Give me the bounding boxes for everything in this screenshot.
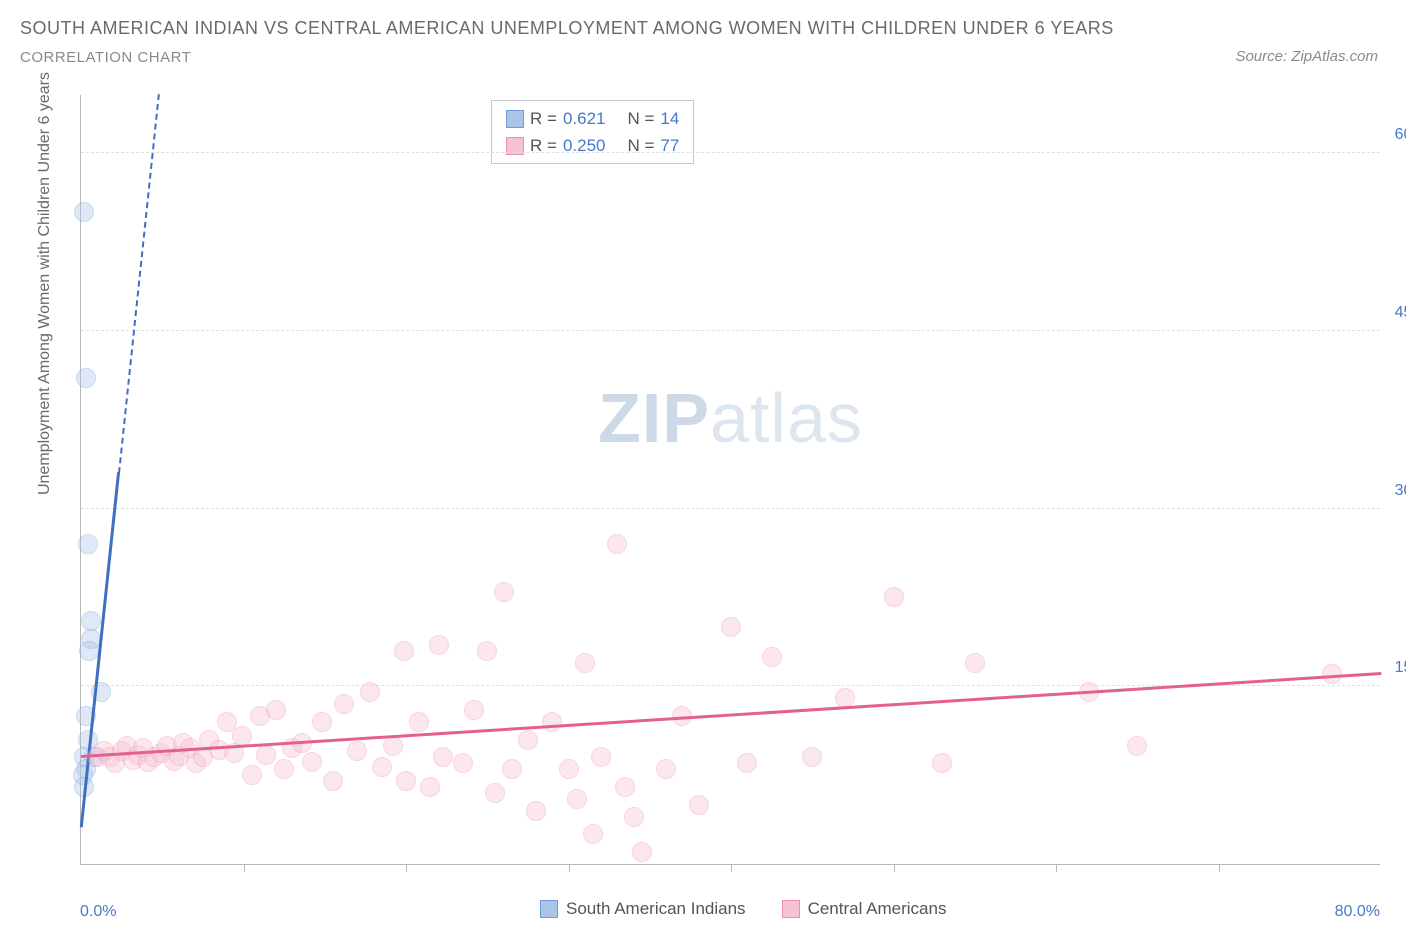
data-point — [409, 712, 429, 732]
n-value: 77 — [660, 132, 679, 159]
data-point — [79, 641, 99, 661]
data-point — [932, 753, 952, 773]
legend-swatch — [540, 900, 558, 918]
data-point — [74, 202, 94, 222]
data-point — [559, 759, 579, 779]
n-label: N = — [627, 105, 654, 132]
legend: South American Indians Central Americans — [540, 899, 946, 919]
data-point — [884, 587, 904, 607]
data-point — [274, 759, 294, 779]
data-point — [347, 741, 367, 761]
chart-container: Unemployment Among Women with Children U… — [50, 95, 1390, 895]
x-axis-min-label: 0.0% — [80, 903, 116, 921]
data-point — [526, 801, 546, 821]
y-tick-label: 60.0% — [1395, 126, 1406, 144]
data-point — [615, 777, 635, 797]
legend-item: Central Americans — [782, 899, 947, 919]
data-point — [762, 647, 782, 667]
data-point — [429, 635, 449, 655]
watermark: ZIPatlas — [598, 378, 863, 458]
data-point — [485, 783, 505, 803]
r-value: 0.250 — [563, 132, 606, 159]
data-point — [721, 617, 741, 637]
data-point — [624, 807, 644, 827]
n-label: N = — [627, 132, 654, 159]
r-label: R = — [530, 105, 557, 132]
gridline — [81, 152, 1380, 153]
data-point — [632, 842, 652, 862]
x-tick — [406, 864, 407, 872]
data-point — [394, 641, 414, 661]
data-point — [607, 534, 627, 554]
series-swatch — [506, 110, 524, 128]
data-point — [453, 753, 473, 773]
data-point — [542, 712, 562, 732]
data-point — [323, 771, 343, 791]
data-point — [689, 795, 709, 815]
x-tick — [244, 864, 245, 872]
stats-row: R = 0.621 N = 14 — [506, 105, 679, 132]
legend-swatch — [782, 900, 800, 918]
data-point — [78, 534, 98, 554]
y-tick-label: 30.0% — [1395, 482, 1406, 500]
data-point — [396, 771, 416, 791]
data-point — [76, 368, 96, 388]
data-point — [302, 752, 322, 772]
chart-subtitle: CORRELATION CHART — [20, 49, 1386, 66]
data-point — [502, 759, 522, 779]
data-point — [360, 682, 380, 702]
source-attribution: Source: ZipAtlas.com — [1235, 48, 1378, 65]
x-axis-max-label: 80.0% — [1335, 903, 1380, 921]
legend-item: South American Indians — [540, 899, 746, 919]
data-point — [477, 641, 497, 661]
data-point — [567, 789, 587, 809]
data-point — [334, 694, 354, 714]
data-point — [242, 765, 262, 785]
data-point — [383, 736, 403, 756]
x-tick — [1219, 864, 1220, 872]
r-label: R = — [530, 132, 557, 159]
trend-line-extension — [118, 94, 160, 473]
gridline — [81, 330, 1380, 331]
y-tick-label: 45.0% — [1395, 304, 1406, 322]
data-point — [656, 759, 676, 779]
data-point — [591, 747, 611, 767]
legend-label: Central Americans — [808, 899, 947, 919]
data-point — [737, 753, 757, 773]
data-point — [256, 745, 276, 765]
data-point — [965, 653, 985, 673]
x-tick — [731, 864, 732, 872]
data-point — [420, 777, 440, 797]
correlation-stats-box: R = 0.621 N = 14 R = 0.250 N = 77 — [491, 100, 694, 164]
data-point — [372, 757, 392, 777]
y-tick-label: 15.0% — [1395, 659, 1406, 677]
data-point — [312, 712, 332, 732]
chart-title: SOUTH AMERICAN INDIAN VS CENTRAL AMERICA… — [20, 18, 1386, 39]
data-point — [583, 824, 603, 844]
data-point — [518, 730, 538, 750]
n-value: 14 — [660, 105, 679, 132]
stats-row: R = 0.250 N = 77 — [506, 132, 679, 159]
r-value: 0.621 — [563, 105, 606, 132]
x-tick — [569, 864, 570, 872]
legend-label: South American Indians — [566, 899, 746, 919]
gridline — [81, 508, 1380, 509]
x-tick — [894, 864, 895, 872]
data-point — [494, 582, 514, 602]
x-tick — [1056, 864, 1057, 872]
data-point — [266, 700, 286, 720]
data-point — [464, 700, 484, 720]
data-point — [802, 747, 822, 767]
data-point — [433, 747, 453, 767]
plot-area: ZIPatlas R = 0.621N = 14R = 0.250N = 77 … — [80, 95, 1380, 865]
data-point — [1127, 736, 1147, 756]
y-axis-label: Unemployment Among Women with Children U… — [36, 72, 54, 495]
data-point — [575, 653, 595, 673]
data-point — [232, 726, 252, 746]
